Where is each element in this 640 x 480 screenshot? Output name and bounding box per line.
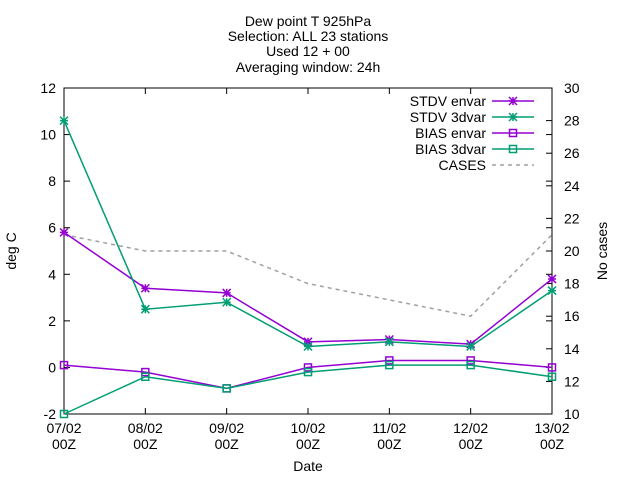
- data-point: [466, 341, 476, 352]
- data-point: [222, 288, 232, 298]
- y-tick-label: 10: [40, 127, 56, 143]
- title-line-2: Selection: ALL 23 stations: [228, 28, 389, 44]
- data-point: [508, 96, 518, 106]
- y2-tick-label: 26: [564, 145, 580, 161]
- y-tick-label: -2: [44, 406, 57, 422]
- legend-item: CASES: [439, 157, 534, 173]
- data-point: [384, 337, 394, 347]
- data-point: [59, 360, 69, 370]
- y-tick-label: 12: [40, 80, 56, 96]
- x-tick-label-hour: 00Z: [540, 436, 565, 452]
- data-point: [508, 144, 518, 154]
- data-point: [303, 337, 313, 347]
- x-tick-label-date: 07/02: [46, 420, 81, 436]
- legend-item: STDV envar: [410, 93, 534, 109]
- y2-tick-label: 10: [564, 406, 580, 422]
- y-tick-label: 2: [48, 313, 56, 329]
- legend-label: STDV 3dvar: [410, 109, 487, 125]
- legend-label: BIAS 3dvar: [415, 141, 486, 157]
- x-tick-label-date: 10/02: [290, 420, 325, 436]
- legend-item: STDV 3dvar: [410, 109, 534, 125]
- y-axis-label: deg C: [3, 232, 19, 269]
- data-point: [222, 384, 231, 393]
- y2-tick-label: 12: [564, 373, 580, 389]
- series-bias-3dvar: [59, 360, 557, 419]
- title-line-4: Averaging window: 24h: [236, 59, 381, 75]
- chart-title: Dew point T 925hPa Selection: ALL 23 sta…: [228, 13, 389, 75]
- x-tick-label-hour: 00Z: [52, 436, 77, 452]
- series-bias-envar: [59, 356, 557, 393]
- data-point: [140, 304, 150, 314]
- data-point: [385, 356, 394, 365]
- y-tick-label: 8: [48, 173, 56, 189]
- title-line-1: Dew point T 925hPa: [245, 13, 372, 29]
- x-tick-label-hour: 00Z: [133, 436, 158, 452]
- y-axis-right: 10 12 14 16 18 20 22 24 26 28 30: [546, 80, 580, 422]
- data-point: [385, 360, 394, 370]
- x-axis: 07/0200Z08/0200Z09/0200Z10/0200Z11/0200Z…: [46, 88, 570, 452]
- y-axis-left: -2 0 2 4 6 8 10 12: [40, 80, 552, 422]
- y2-tick-label: 18: [564, 276, 580, 292]
- y2-tick-label: 28: [564, 113, 580, 129]
- y2-tick-label: 16: [564, 308, 580, 324]
- y2-tick-label: 14: [564, 341, 580, 357]
- data-point: [141, 372, 150, 381]
- x-tick-label-date: 11/02: [372, 420, 406, 436]
- x-tick-label-hour: 00Z: [459, 436, 484, 452]
- data-point: [303, 363, 313, 372]
- legend-label: CASES: [439, 157, 486, 173]
- data-point: [508, 128, 518, 138]
- series-line: [63, 233, 553, 318]
- y2-tick-label: 30: [564, 80, 580, 96]
- series-cases: [63, 233, 553, 318]
- data-point: [508, 112, 518, 122]
- series-group: [59, 116, 557, 419]
- data-point: [303, 341, 313, 352]
- data-point: [547, 372, 557, 381]
- data-point: [222, 297, 232, 307]
- y-tick-label: 0: [48, 359, 56, 375]
- series-line: [63, 359, 553, 390]
- data-point: [59, 409, 69, 419]
- data-point: [547, 363, 557, 372]
- series-line: [63, 364, 553, 415]
- x-tick-label-hour: 00Z: [377, 436, 402, 452]
- y2-tick-label: 22: [564, 210, 580, 226]
- legend-label: BIAS envar: [415, 125, 486, 141]
- series-stdv-3dvar: [59, 116, 557, 352]
- x-tick-label-date: 09/02: [209, 420, 244, 436]
- data-point: [466, 356, 475, 365]
- data-point: [140, 283, 150, 293]
- series-stdv-envar: [59, 227, 557, 349]
- data-point: [303, 367, 313, 377]
- y2-tick-label: 24: [564, 178, 580, 194]
- data-point: [547, 274, 557, 284]
- x-tick-label-date: 12/02: [453, 420, 488, 436]
- y-tick-label: 6: [48, 220, 56, 236]
- title-line-3: Used 12 + 00: [266, 43, 350, 59]
- data-point: [141, 367, 150, 377]
- x-tick-label-hour: 00Z: [296, 436, 321, 452]
- x-axis-label: Date: [293, 458, 323, 474]
- data-point: [59, 116, 69, 126]
- x-tick-label-date: 08/02: [128, 420, 163, 436]
- y2-axis-label: No cases: [594, 222, 610, 280]
- x-tick-label-hour: 00Z: [215, 436, 240, 452]
- data-point: [547, 286, 557, 296]
- legend-item: BIAS 3dvar: [415, 141, 534, 157]
- data-point: [59, 227, 69, 237]
- legend-label: STDV envar: [410, 93, 487, 109]
- legend-item: BIAS envar: [415, 125, 534, 141]
- y2-tick-label: 20: [564, 243, 580, 259]
- y-tick-label: 4: [48, 266, 56, 282]
- data-point: [466, 360, 475, 370]
- x-tick-label-date: 13/02: [534, 420, 569, 436]
